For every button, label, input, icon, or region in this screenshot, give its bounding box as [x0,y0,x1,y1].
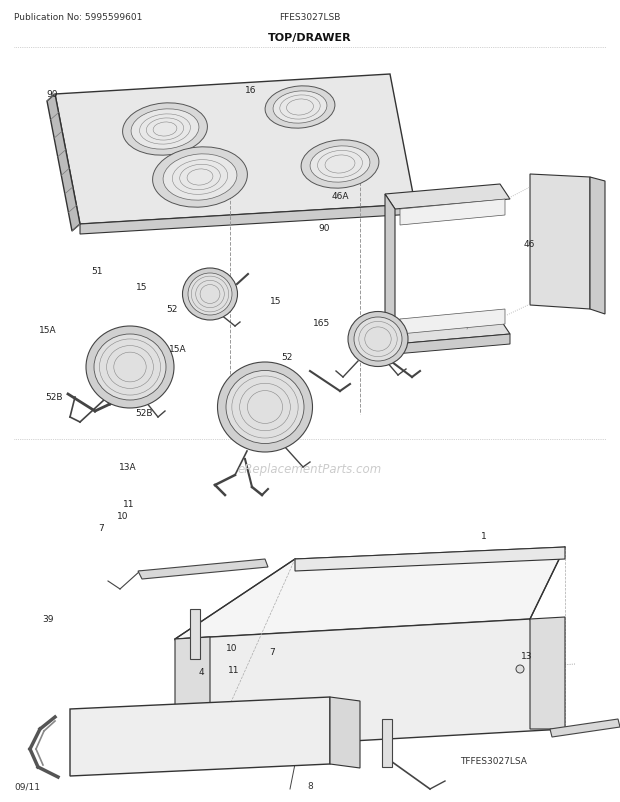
Text: 46A: 46A [332,192,349,201]
Text: eReplacementParts.com: eReplacementParts.com [238,463,382,476]
Polygon shape [530,618,565,729]
Ellipse shape [94,334,166,400]
Polygon shape [395,334,510,354]
Text: TFFES3027LSA: TFFES3027LSA [460,756,527,766]
Ellipse shape [301,140,379,189]
Text: 09/11: 09/11 [14,781,40,791]
Ellipse shape [226,371,304,444]
Polygon shape [330,697,360,768]
Text: 7: 7 [270,646,275,656]
Text: 90: 90 [318,224,330,233]
Ellipse shape [163,155,237,200]
Polygon shape [385,184,510,210]
Text: 11: 11 [123,499,135,508]
Ellipse shape [123,103,208,156]
Text: 13A: 13A [119,462,136,472]
Polygon shape [530,175,590,310]
Text: 1: 1 [480,531,486,541]
Ellipse shape [86,326,174,408]
Polygon shape [382,719,392,767]
Polygon shape [590,178,605,314]
Polygon shape [47,95,80,232]
Polygon shape [175,619,565,749]
Polygon shape [190,610,200,659]
Text: 10: 10 [117,511,128,520]
Ellipse shape [310,147,370,183]
Text: FFES3027LSB: FFES3027LSB [280,14,340,22]
Text: 13: 13 [521,651,533,661]
Text: 16: 16 [245,86,257,95]
Polygon shape [400,200,505,225]
Text: 11: 11 [228,665,240,674]
Polygon shape [295,547,565,571]
Ellipse shape [516,665,524,673]
Polygon shape [400,310,505,334]
Text: 52: 52 [281,352,293,362]
Text: 52B: 52B [135,408,153,418]
Text: 10: 10 [226,643,238,653]
Ellipse shape [218,363,312,452]
Ellipse shape [354,318,402,362]
Polygon shape [55,75,415,225]
Polygon shape [550,719,620,737]
Text: 52B: 52B [45,392,63,402]
Polygon shape [80,205,415,235]
Text: 15: 15 [136,282,148,292]
Text: 39: 39 [42,614,54,624]
Text: 15A: 15A [39,326,56,335]
Text: 4: 4 [198,667,204,677]
Text: 90: 90 [46,90,58,99]
Text: 8: 8 [307,781,313,791]
Ellipse shape [348,312,408,367]
Polygon shape [175,547,565,639]
Text: 165: 165 [313,318,330,328]
Ellipse shape [265,87,335,129]
Polygon shape [175,638,210,751]
Text: 15: 15 [270,296,281,306]
Text: 15A: 15A [169,344,186,354]
Text: Publication No: 5995599601: Publication No: 5995599601 [14,14,143,22]
Text: 7: 7 [98,523,104,533]
Polygon shape [385,320,510,345]
Text: 52: 52 [166,304,177,314]
Polygon shape [138,559,268,579]
Ellipse shape [273,91,327,124]
Text: 46: 46 [524,240,535,249]
Ellipse shape [182,269,237,321]
Text: 51: 51 [92,266,104,276]
Polygon shape [70,697,330,776]
Ellipse shape [153,148,247,208]
Text: TOP/DRAWER: TOP/DRAWER [268,33,352,43]
Polygon shape [385,195,395,339]
Ellipse shape [188,273,232,316]
Ellipse shape [131,110,199,150]
